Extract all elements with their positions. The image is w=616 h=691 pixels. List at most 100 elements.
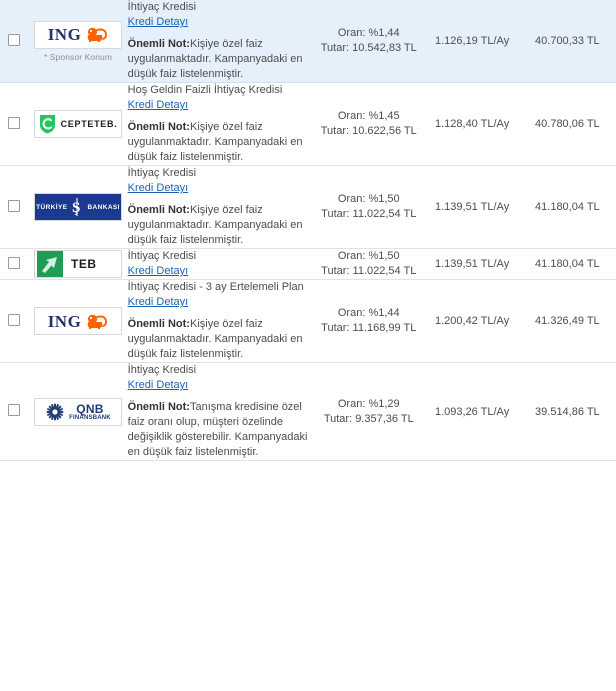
row-ing-sponsored[interactable]: ING * Sponsor Konum İhtiyaç Kredisi Kred… <box>0 0 616 83</box>
cepteteb-shield-logo: CEPTETEB. <box>34 110 122 138</box>
rate-cell: Oran: %1,44 Tutar: 10.542,83 TL <box>312 0 425 83</box>
rate-line: Oran: %1,29 <box>337 397 400 410</box>
total-payment-cell: 40.780,06 TL <box>535 118 600 130</box>
row-select-cell <box>0 363 28 461</box>
total-payment-cell: 41.326,49 TL <box>535 315 600 327</box>
bank-logo-cell: TEB <box>28 249 127 280</box>
row-checkbox[interactable] <box>8 199 21 212</box>
row-select-cell <box>0 166 28 249</box>
loan-detail-link[interactable]: Kredi Detayı <box>127 296 189 308</box>
loan-note-label: Önemli Not: <box>127 204 190 216</box>
isbankasi-mark-icon: Ş <box>72 198 81 216</box>
rate-line: Oran: %1,44 <box>337 307 400 319</box>
teb-logo: TEB <box>34 250 122 278</box>
bank-logo-cell: ING * Sponsor Konum <box>28 0 127 83</box>
cepteteb-shield-icon <box>39 115 55 134</box>
row-select-cell <box>0 280 28 363</box>
loan-note-text: Tanışma kredisine özel faiz oranı olup, … <box>127 401 308 458</box>
svg-text:Ş: Ş <box>72 200 80 216</box>
loan-note: Önemli Not:Kişiye özel faiz uygulanmakta… <box>128 317 312 362</box>
loan-title: Hoş Geldin Faizli İhtiyaç Kredisi <box>127 84 283 96</box>
monthly-payment-cell: 1.139,51 TL/Ay <box>434 258 510 270</box>
loan-detail-link[interactable]: Kredi Detayı <box>127 265 189 277</box>
loan-note-text: Kişiye özel faiz uygulanmaktadır. Kampan… <box>127 121 303 163</box>
rate-line: Oran: %1,50 <box>337 250 400 262</box>
loan-note: Önemli Not:Tanışma kredisine özel faiz o… <box>128 400 312 460</box>
loan-description-cell: İhtiyaç Kredisi Kredi Detayı Önemli Not:… <box>128 0 312 83</box>
loan-description-cell: Hoş Geldin Faizli İhtiyaç Kredisi Kredi … <box>128 83 312 166</box>
monthly-payment-cell: 1.200,42 TL/Ay <box>434 315 510 327</box>
rate-cell: Oran: %1,50 Tutar: 11.022,54 TL <box>312 166 425 249</box>
row-ing-ertelemeli[interactable]: ING İhtiyaç Kredisi - 3 ay Ertelemeli Pl… <box>0 280 616 363</box>
rate-cell: Oran: %1,29 Tutar: 9.357,36 TL <box>312 363 425 461</box>
loan-title: İhtiyaç Kredisi <box>127 1 197 13</box>
loan-detail-link[interactable]: Kredi Detayı <box>127 16 189 28</box>
amount-line: Tutar: 10.542,83 TL <box>320 42 417 54</box>
loan-title: İhtiyaç Kredisi <box>127 250 197 262</box>
row-cepteteb[interactable]: CEPTETEB. Hoş Geldin Faizli İhtiyaç Kred… <box>0 83 616 166</box>
bank-logo-cell: TÜRKİYE Ş BANKASI <box>28 166 127 249</box>
ing-lion-icon <box>88 27 108 42</box>
amount-line: Tutar: 11.168,99 TL <box>321 322 417 334</box>
loan-detail-link[interactable]: Kredi Detayı <box>127 379 189 391</box>
loan-note-label: Önemli Not: <box>127 121 190 133</box>
ing-lion-logo: ING <box>34 20 122 49</box>
loan-title: İhtiyaç Kredisi <box>127 167 197 179</box>
row-checkbox[interactable] <box>8 33 21 46</box>
row-select-cell <box>0 83 28 166</box>
rate-cell: Oran: %1,44 Tutar: 11.168,99 TL <box>312 280 425 363</box>
rate-line: Oran: %1,44 <box>337 27 400 39</box>
ing-lion-logo: ING <box>34 307 122 335</box>
loan-description-cell: İhtiyaç Kredisi Kredi Detayı <box>128 249 312 280</box>
loan-table-body: ING * Sponsor Konum İhtiyaç Kredisi Kred… <box>0 0 616 461</box>
rate-line: Oran: %1,50 <box>337 193 400 205</box>
row-checkbox[interactable] <box>8 256 21 269</box>
row-checkbox[interactable] <box>8 116 21 129</box>
loan-detail-link[interactable]: Kredi Detayı <box>127 182 189 194</box>
row-qnb-finansbank[interactable]: QNB FINANSBANK İhtiyaç Kredisi Kredi Deta… <box>0 363 616 461</box>
amount-line: Tutar: 10.622,56 TL <box>320 125 417 137</box>
loan-note-label: Önemli Not: <box>127 318 190 330</box>
loan-description-cell: İhtiyaç Kredisi Kredi Detayı Önemli Not:… <box>128 363 312 461</box>
loan-title: İhtiyaç Kredisi <box>127 364 197 376</box>
amount-line: Tutar: 11.022,54 TL <box>321 265 417 277</box>
bank-logo-cell: ING <box>28 280 127 363</box>
monthly-payment-cell: 1.126,19 TL/Ay <box>434 35 510 47</box>
total-payment-cell: 41.180,04 TL <box>535 201 600 213</box>
loan-note: Önemli Not:Kişiye özel faiz uygulanmakta… <box>128 37 312 82</box>
isbankasi-logo: TÜRKİYE Ş BANKASI <box>34 193 122 221</box>
amount-line: Tutar: 11.022,54 TL <box>321 208 417 220</box>
loan-note: Önemli Not:Kişiye özel faiz uygulanmakta… <box>128 120 312 165</box>
total-payment-cell: 39.514,86 TL <box>535 405 600 418</box>
monthly-payment-cell: 1.128,40 TL/Ay <box>434 118 510 130</box>
loan-note-text: Kişiye özel faiz uygulanmaktadır. Kampan… <box>127 318 303 360</box>
sponsor-label: * Sponsor Konum <box>43 51 113 62</box>
total-payment-cell: 41.180,04 TL <box>535 258 600 270</box>
qnb-finansbank-logo: QNB FINANSBANK <box>34 397 122 426</box>
amount-line: Tutar: 9.357,36 TL <box>323 412 414 425</box>
row-select-cell <box>0 249 28 280</box>
row-checkbox[interactable] <box>8 313 21 326</box>
row-teb[interactable]: TEB İhtiyaç Kredisi Kredi Detayı Oran: %… <box>0 249 616 280</box>
ing-lion-icon <box>88 314 108 329</box>
total-payment-cell: 40.700,33 TL <box>535 35 600 47</box>
loan-note-label: Önemli Not: <box>127 38 190 50</box>
bank-logo-cell: CEPTETEB. <box>28 83 127 166</box>
loan-note-text: Kişiye özel faiz uygulanmaktadır. Kampan… <box>127 38 303 80</box>
loan-note-text: Kişiye özel faiz uygulanmaktadır. Kampan… <box>127 204 303 246</box>
bank-logo-cell: QNB FINANSBANK <box>28 363 127 461</box>
loan-detail-link[interactable]: Kredi Detayı <box>127 99 189 111</box>
row-checkbox[interactable] <box>8 404 21 416</box>
qnb-starburst-icon <box>46 403 64 420</box>
monthly-payment-cell: 1.093,26 TL/Ay <box>434 405 510 418</box>
rate-line: Oran: %1,45 <box>337 110 400 122</box>
loan-comparison-table: ING * Sponsor Konum İhtiyaç Kredisi Kred… <box>0 0 616 461</box>
row-isbankasi[interactable]: TÜRKİYE Ş BANKASI İhtiyaç Kredisi Kredi De… <box>0 166 616 249</box>
loan-note-label: Önemli Not: <box>127 401 190 413</box>
loan-description-cell: İhtiyaç Kredisi Kredi Detayı Önemli Not:… <box>128 166 312 249</box>
monthly-payment-cell: 1.139,51 TL/Ay <box>434 201 510 213</box>
row-select-cell <box>0 0 28 83</box>
rate-cell: Oran: %1,45 Tutar: 10.622,56 TL <box>312 83 425 166</box>
loan-note: Önemli Not:Kişiye özel faiz uygulanmakta… <box>128 203 312 248</box>
teb-mark-icon <box>37 251 63 277</box>
